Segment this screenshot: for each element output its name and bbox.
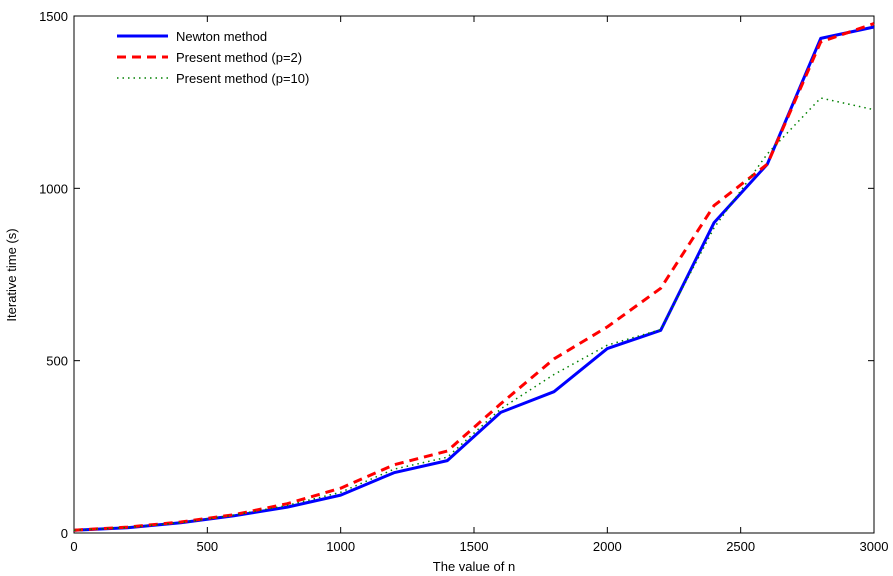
series-line-1 <box>73 25 875 532</box>
x-tick-label: 2000 <box>593 539 622 554</box>
y-tick-label: 1500 <box>39 9 68 24</box>
x-tick-label: 1000 <box>326 539 355 554</box>
legend-label-1: Newton method <box>176 29 267 44</box>
series-line-3 <box>73 97 875 531</box>
y-tick-label: 0 <box>61 526 68 541</box>
x-tick-label: 0 <box>70 539 77 554</box>
x-axis-title: The value of n <box>433 559 515 574</box>
x-tick-label: 3000 <box>860 539 889 554</box>
series-line-2 <box>73 22 875 532</box>
y-axis-title: Iterative time (s) <box>4 228 19 321</box>
legend: Newton method Present method (p=2) Present… <box>117 29 309 86</box>
x-tick-label: 2500 <box>726 539 755 554</box>
legend-label-2: Present method (p=2) <box>176 50 302 65</box>
y-tick-label: 1000 <box>39 181 68 196</box>
plot-area <box>73 15 875 534</box>
axis-ticks <box>73 15 875 534</box>
x-tick-label: 1500 <box>460 539 489 554</box>
series-lines <box>73 22 875 532</box>
legend-label-3: Present method (p=10) <box>176 71 309 86</box>
y-tick-label: 500 <box>46 354 68 369</box>
x-tick-label: 500 <box>196 539 218 554</box>
axis-tick-labels: 0 500 1000 1500 2000 2500 3000 0 500 1000 1500 <box>39 9 888 554</box>
